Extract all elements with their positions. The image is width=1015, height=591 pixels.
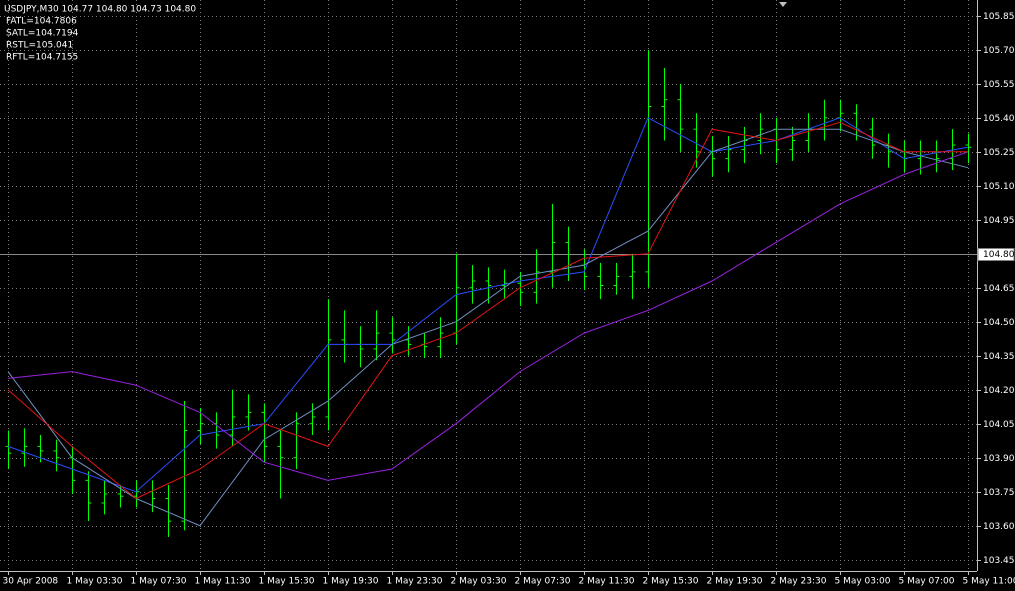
x-tick-label: 2 May 15:30 [643, 577, 699, 587]
current-price-label: 104.80 [983, 250, 1015, 260]
indicator-line [7, 121, 968, 500]
indicator-line [7, 151, 969, 481]
legend-entry: SATL=104.7194 [6, 29, 79, 39]
y-tick-label: 104.05 [983, 420, 1015, 430]
x-tick-label: 1 May 11:30 [195, 577, 251, 587]
y-tick-label: 103.90 [983, 454, 1015, 464]
y-tick-label: 105.85 [983, 12, 1015, 22]
x-tick-label: 2 May 11:30 [579, 577, 635, 587]
x-tick-label: 1 May 03:30 [67, 577, 123, 587]
x-tick-label: 1 May 15:30 [259, 577, 315, 587]
y-tick-label: 105.10 [983, 182, 1015, 192]
chart-title: USDJPY,M30 104.77 104.80 104.73 104.80 [4, 5, 196, 15]
chart-shift-marker [779, 2, 787, 7]
y-tick-label: 103.45 [983, 556, 1015, 566]
current-price-box [977, 248, 1015, 261]
x-tick-label: 2 May 03:30 [451, 577, 507, 587]
y-tick-label: 105.40 [983, 114, 1015, 124]
y-tick-label: 104.95 [983, 216, 1015, 226]
y-tick-label: 104.65 [983, 284, 1015, 294]
x-tick-label: 2 May 23:30 [771, 577, 827, 587]
x-tick-label: 1 May 19:30 [323, 577, 379, 587]
legend-entry: RFTL=104.7155 [6, 53, 78, 63]
x-tick-label: 2 May 07:30 [515, 577, 571, 587]
x-tick-label: 5 May 03:00 [835, 577, 891, 587]
y-tick-label: 103.75 [983, 488, 1015, 498]
x-tick-label: 5 May 07:00 [899, 577, 955, 587]
indicator-line [7, 128, 969, 527]
y-tick-label: 105.25 [983, 148, 1015, 158]
legend-entry: FATL=104.7806 [6, 17, 77, 27]
x-tick-label: 30 Apr 2008 [3, 577, 59, 587]
x-tick-label: 1 May 07:30 [131, 577, 187, 587]
y-tick-label: 105.70 [983, 46, 1015, 56]
y-tick-label: 105.55 [983, 80, 1015, 90]
x-tick-label: 2 May 19:30 [707, 577, 763, 587]
y-tick-label: 104.50 [983, 318, 1015, 328]
y-tick-label: 103.60 [983, 522, 1015, 532]
y-tick-label: 104.35 [983, 352, 1015, 362]
y-tick-label: 104.20 [983, 386, 1015, 396]
x-tick-label: 1 May 23:30 [387, 577, 443, 587]
legend-entry: RSTL=105.041 [6, 41, 73, 51]
x-tick-label: 5 May 11:00 [963, 577, 1015, 587]
